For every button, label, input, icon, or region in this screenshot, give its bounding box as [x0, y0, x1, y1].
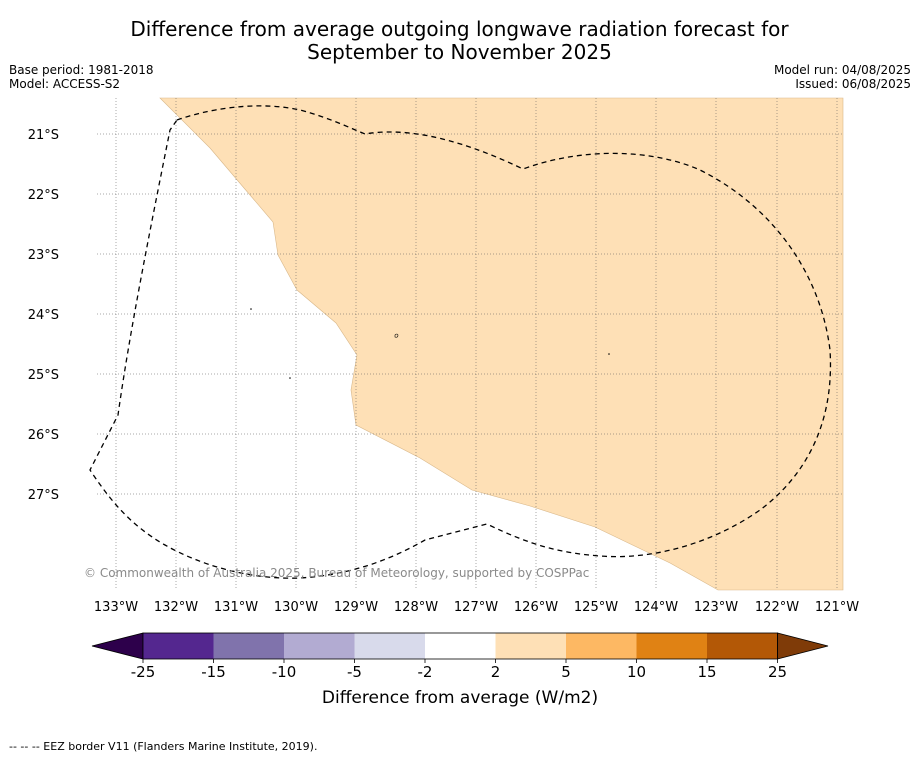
island: [250, 308, 252, 310]
longitude-label: 130°W: [274, 600, 318, 615]
longitude-label: 131°W: [214, 600, 258, 615]
colorbar-tick-label: 2: [491, 663, 501, 681]
colorbar-tick-label: -5: [347, 663, 362, 681]
model-run: Model run: 04/08/2025: [773, 63, 911, 77]
map-figure: © Commonwealth of Australia 2025, Bureau…: [28, 97, 859, 708]
island: [289, 377, 291, 379]
longitude-label: 121°W: [815, 600, 859, 615]
longitude-labels: 133°W 132°W 131°W 130°W 129°W 128°W 127°W 126°W…: [94, 600, 859, 615]
anomaly-region: [159, 97, 844, 591]
colorbar-tick-label: -15: [201, 663, 226, 681]
model-name: Model: ACCESS-S2: [9, 77, 121, 91]
latitude-label: 21°S: [28, 128, 59, 143]
longitude-label: 127°W: [454, 600, 498, 615]
latitude-label: 26°S: [28, 428, 59, 443]
latitude-label: 22°S: [28, 188, 59, 203]
colorbar-extend-high: [777, 632, 829, 660]
colorbar-segment: [707, 633, 778, 659]
colorbar-segment: [566, 633, 637, 659]
colorbar-segment: [354, 633, 425, 659]
colorbar-segment: [425, 633, 496, 659]
map-title: Difference from average outgoing longwav…: [0, 18, 919, 64]
longitude-label: 125°W: [574, 600, 618, 615]
latitude-label: 24°S: [28, 308, 59, 323]
colorbar-tick-label: -25: [131, 663, 156, 681]
longitude-label: 133°W: [94, 600, 138, 615]
colorbar-extend-low: [91, 632, 144, 660]
longitude-label: 132°W: [154, 600, 198, 615]
colorbar-tick-label: 25: [768, 663, 787, 681]
title-line-1: Difference from average outgoing longwav…: [130, 17, 789, 41]
colorbar-segment: [495, 633, 566, 659]
latitude-label: 25°S: [28, 368, 59, 383]
longitude-label: 122°W: [755, 600, 799, 615]
forecast-fill-layer: [159, 97, 844, 591]
colorbar-label: Difference from average (W/m2): [322, 688, 598, 708]
island: [608, 353, 610, 355]
colorbar-outline: [142, 632, 778, 660]
colorbar-tick-label: -2: [418, 663, 433, 681]
longitude-label: 124°W: [634, 600, 678, 615]
colorbar-tick-label: 15: [697, 663, 716, 681]
eez-border-line: [89, 105, 832, 579]
latitude-labels: 21°S 22°S 23°S 24°S 25°S 26°S 27°S: [28, 128, 59, 503]
colorbar-segment: [284, 633, 355, 659]
copyright-notice: © Commonwealth of Australia 2025, Bureau…: [84, 566, 589, 580]
colorbar-tick-label: 5: [561, 663, 571, 681]
latitude-label: 27°S: [28, 488, 59, 503]
footer-note: -- -- -- EEZ border V11 (Flanders Marine…: [9, 740, 318, 753]
colorbar-tick-label: -10: [272, 663, 297, 681]
longitude-label: 128°W: [394, 600, 438, 615]
colorbar-segment: [213, 633, 284, 659]
colorbar-tick-label: 10: [627, 663, 646, 681]
longitude-label: 129°W: [334, 600, 378, 615]
colorbar-segment: [636, 633, 707, 659]
graticule: [97, 98, 843, 590]
longitude-label: 123°W: [694, 600, 738, 615]
latitude-label: 23°S: [28, 248, 59, 263]
base-period: Base period: 1981-2018: [9, 63, 154, 77]
meta-left: Base period: 1981-2018 Model: ACCESS-S2: [9, 63, 154, 91]
longitude-label: 126°W: [514, 600, 558, 615]
island: [394, 333, 399, 338]
issued-date: Issued: 06/08/2025: [795, 77, 911, 91]
islands: [250, 308, 610, 379]
colorbar: -25 -15 -10 -5 -2 2 5 10 15 25: [91, 632, 829, 681]
eez-border: [89, 105, 832, 579]
title-line-2: September to November 2025: [307, 40, 612, 64]
meta-right: Model run: 04/08/2025 Issued: 06/08/2025: [774, 63, 911, 91]
colorbar-segment: [143, 633, 214, 659]
